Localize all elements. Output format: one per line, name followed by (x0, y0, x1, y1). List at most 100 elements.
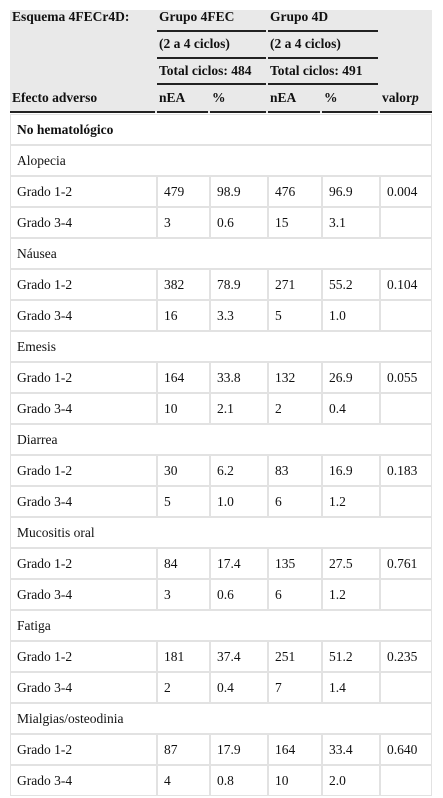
value-cell: 132 (268, 362, 322, 393)
value-cell: 7 (268, 672, 322, 703)
value-cell: 1.0 (322, 300, 380, 331)
group-name: Grupo 4FEC (159, 9, 235, 24)
value-cell: 17.9 (210, 734, 268, 765)
value-cell: 10 (157, 393, 210, 424)
grade-cell: Grado 1-2 (10, 734, 157, 765)
grade-cell: Grado 3-4 (10, 300, 157, 331)
value-cell: 2.1 (210, 393, 268, 424)
value-cell: 0.4 (210, 672, 268, 703)
group-rule (268, 83, 378, 85)
grade-cell: Grado 3-4 (10, 207, 157, 238)
value-cell: 33.8 (210, 362, 268, 393)
column-rule (10, 111, 155, 113)
value-cell: 2.0 (322, 765, 380, 796)
value-cell: 83 (268, 455, 322, 486)
grade-cell: Grado 3-4 (10, 579, 157, 610)
value-cell: 27.5 (322, 548, 380, 579)
value-cell: 1.0 (210, 486, 268, 517)
value-cell: 0.761 (380, 548, 432, 579)
group-cycles: (2 a 4 ciclos) (159, 36, 230, 51)
value-cell: 476 (268, 176, 322, 207)
group-total: Total ciclos: 484 (159, 63, 252, 78)
group-total: Total ciclos: 491 (270, 63, 363, 78)
column-header: nEA (270, 90, 297, 105)
group-row: Mialgias/osteodinia (10, 703, 432, 734)
p-label: valor (382, 90, 412, 105)
value-cell: 0.183 (380, 455, 432, 486)
column-rule (157, 111, 208, 113)
value-cell: 0.8 (210, 765, 268, 796)
group-name: Grupo 4D (270, 9, 329, 24)
grade-cell: Grado 1-2 (10, 548, 157, 579)
group-rule (268, 57, 378, 59)
column-header: % (212, 90, 226, 105)
value-cell: 0.4 (322, 393, 380, 424)
column-rule (268, 111, 320, 113)
group-rule (157, 30, 266, 32)
value-cell: 0.6 (210, 207, 268, 238)
value-cell: 1.4 (322, 672, 380, 703)
value-cell: 0.6 (210, 579, 268, 610)
value-cell: 55.2 (322, 269, 380, 300)
value-cell: 33.4 (322, 734, 380, 765)
p-symbol: p (412, 90, 419, 105)
value-cell: 84 (157, 548, 210, 579)
column-rule (322, 111, 378, 113)
group-rule (157, 83, 266, 85)
value-cell: 37.4 (210, 641, 268, 672)
value-cell: 2 (157, 672, 210, 703)
value-cell: 164 (268, 734, 322, 765)
value-cell: 251 (268, 641, 322, 672)
grade-cell: Grado 3-4 (10, 393, 157, 424)
value-cell: 5 (268, 300, 322, 331)
group-row: Mucositis oral (10, 517, 432, 548)
value-cell: 2 (268, 393, 322, 424)
value-cell: 181 (157, 641, 210, 672)
value-cell: 6.2 (210, 455, 268, 486)
value-cell (380, 300, 432, 331)
grade-cell: Grado 1-2 (10, 176, 157, 207)
value-cell: 16.9 (322, 455, 380, 486)
value-cell: 3.1 (322, 207, 380, 238)
value-cell: 10 (268, 765, 322, 796)
header-background (10, 10, 432, 113)
value-cell: 51.2 (322, 641, 380, 672)
column-rule (210, 111, 266, 113)
value-cell: 1.2 (322, 579, 380, 610)
value-cell: 0.640 (380, 734, 432, 765)
grade-cell: Grado 3-4 (10, 765, 157, 796)
value-cell (380, 207, 432, 238)
value-cell (380, 486, 432, 517)
grade-cell: Grado 3-4 (10, 486, 157, 517)
value-cell: 271 (268, 269, 322, 300)
value-cell: 0.235 (380, 641, 432, 672)
value-cell: 87 (157, 734, 210, 765)
value-cell: 5 (157, 486, 210, 517)
value-cell: 15 (268, 207, 322, 238)
column-header: % (324, 90, 338, 105)
value-cell: 17.4 (210, 548, 268, 579)
value-cell: 0.104 (380, 269, 432, 300)
value-cell: 164 (157, 362, 210, 393)
column-rule (380, 111, 432, 113)
value-cell: 3.3 (210, 300, 268, 331)
value-cell: 4 (157, 765, 210, 796)
value-cell: 479 (157, 176, 210, 207)
grade-cell: Grado 3-4 (10, 672, 157, 703)
value-cell: 78.9 (210, 269, 268, 300)
group-rule (157, 57, 266, 59)
group-row: Diarrea (10, 424, 432, 455)
value-cell: 135 (268, 548, 322, 579)
value-cell: 16 (157, 300, 210, 331)
column-header: nEA (159, 90, 186, 105)
group-row: Náusea (10, 238, 432, 269)
group-rule (268, 30, 378, 32)
group-cycles: (2 a 4 ciclos) (270, 36, 341, 51)
value-cell: 26.9 (322, 362, 380, 393)
column-header: valorp (382, 90, 419, 106)
value-cell: 98.9 (210, 176, 268, 207)
value-cell (380, 579, 432, 610)
grade-cell: Grado 1-2 (10, 455, 157, 486)
value-cell: 382 (157, 269, 210, 300)
